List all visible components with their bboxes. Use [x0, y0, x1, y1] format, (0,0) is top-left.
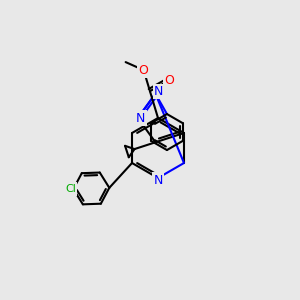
Text: O: O — [165, 74, 175, 87]
Text: N: N — [154, 85, 163, 98]
Text: Cl: Cl — [65, 184, 76, 194]
Text: O: O — [139, 64, 148, 76]
Text: N: N — [153, 173, 163, 187]
Text: N: N — [136, 112, 146, 124]
